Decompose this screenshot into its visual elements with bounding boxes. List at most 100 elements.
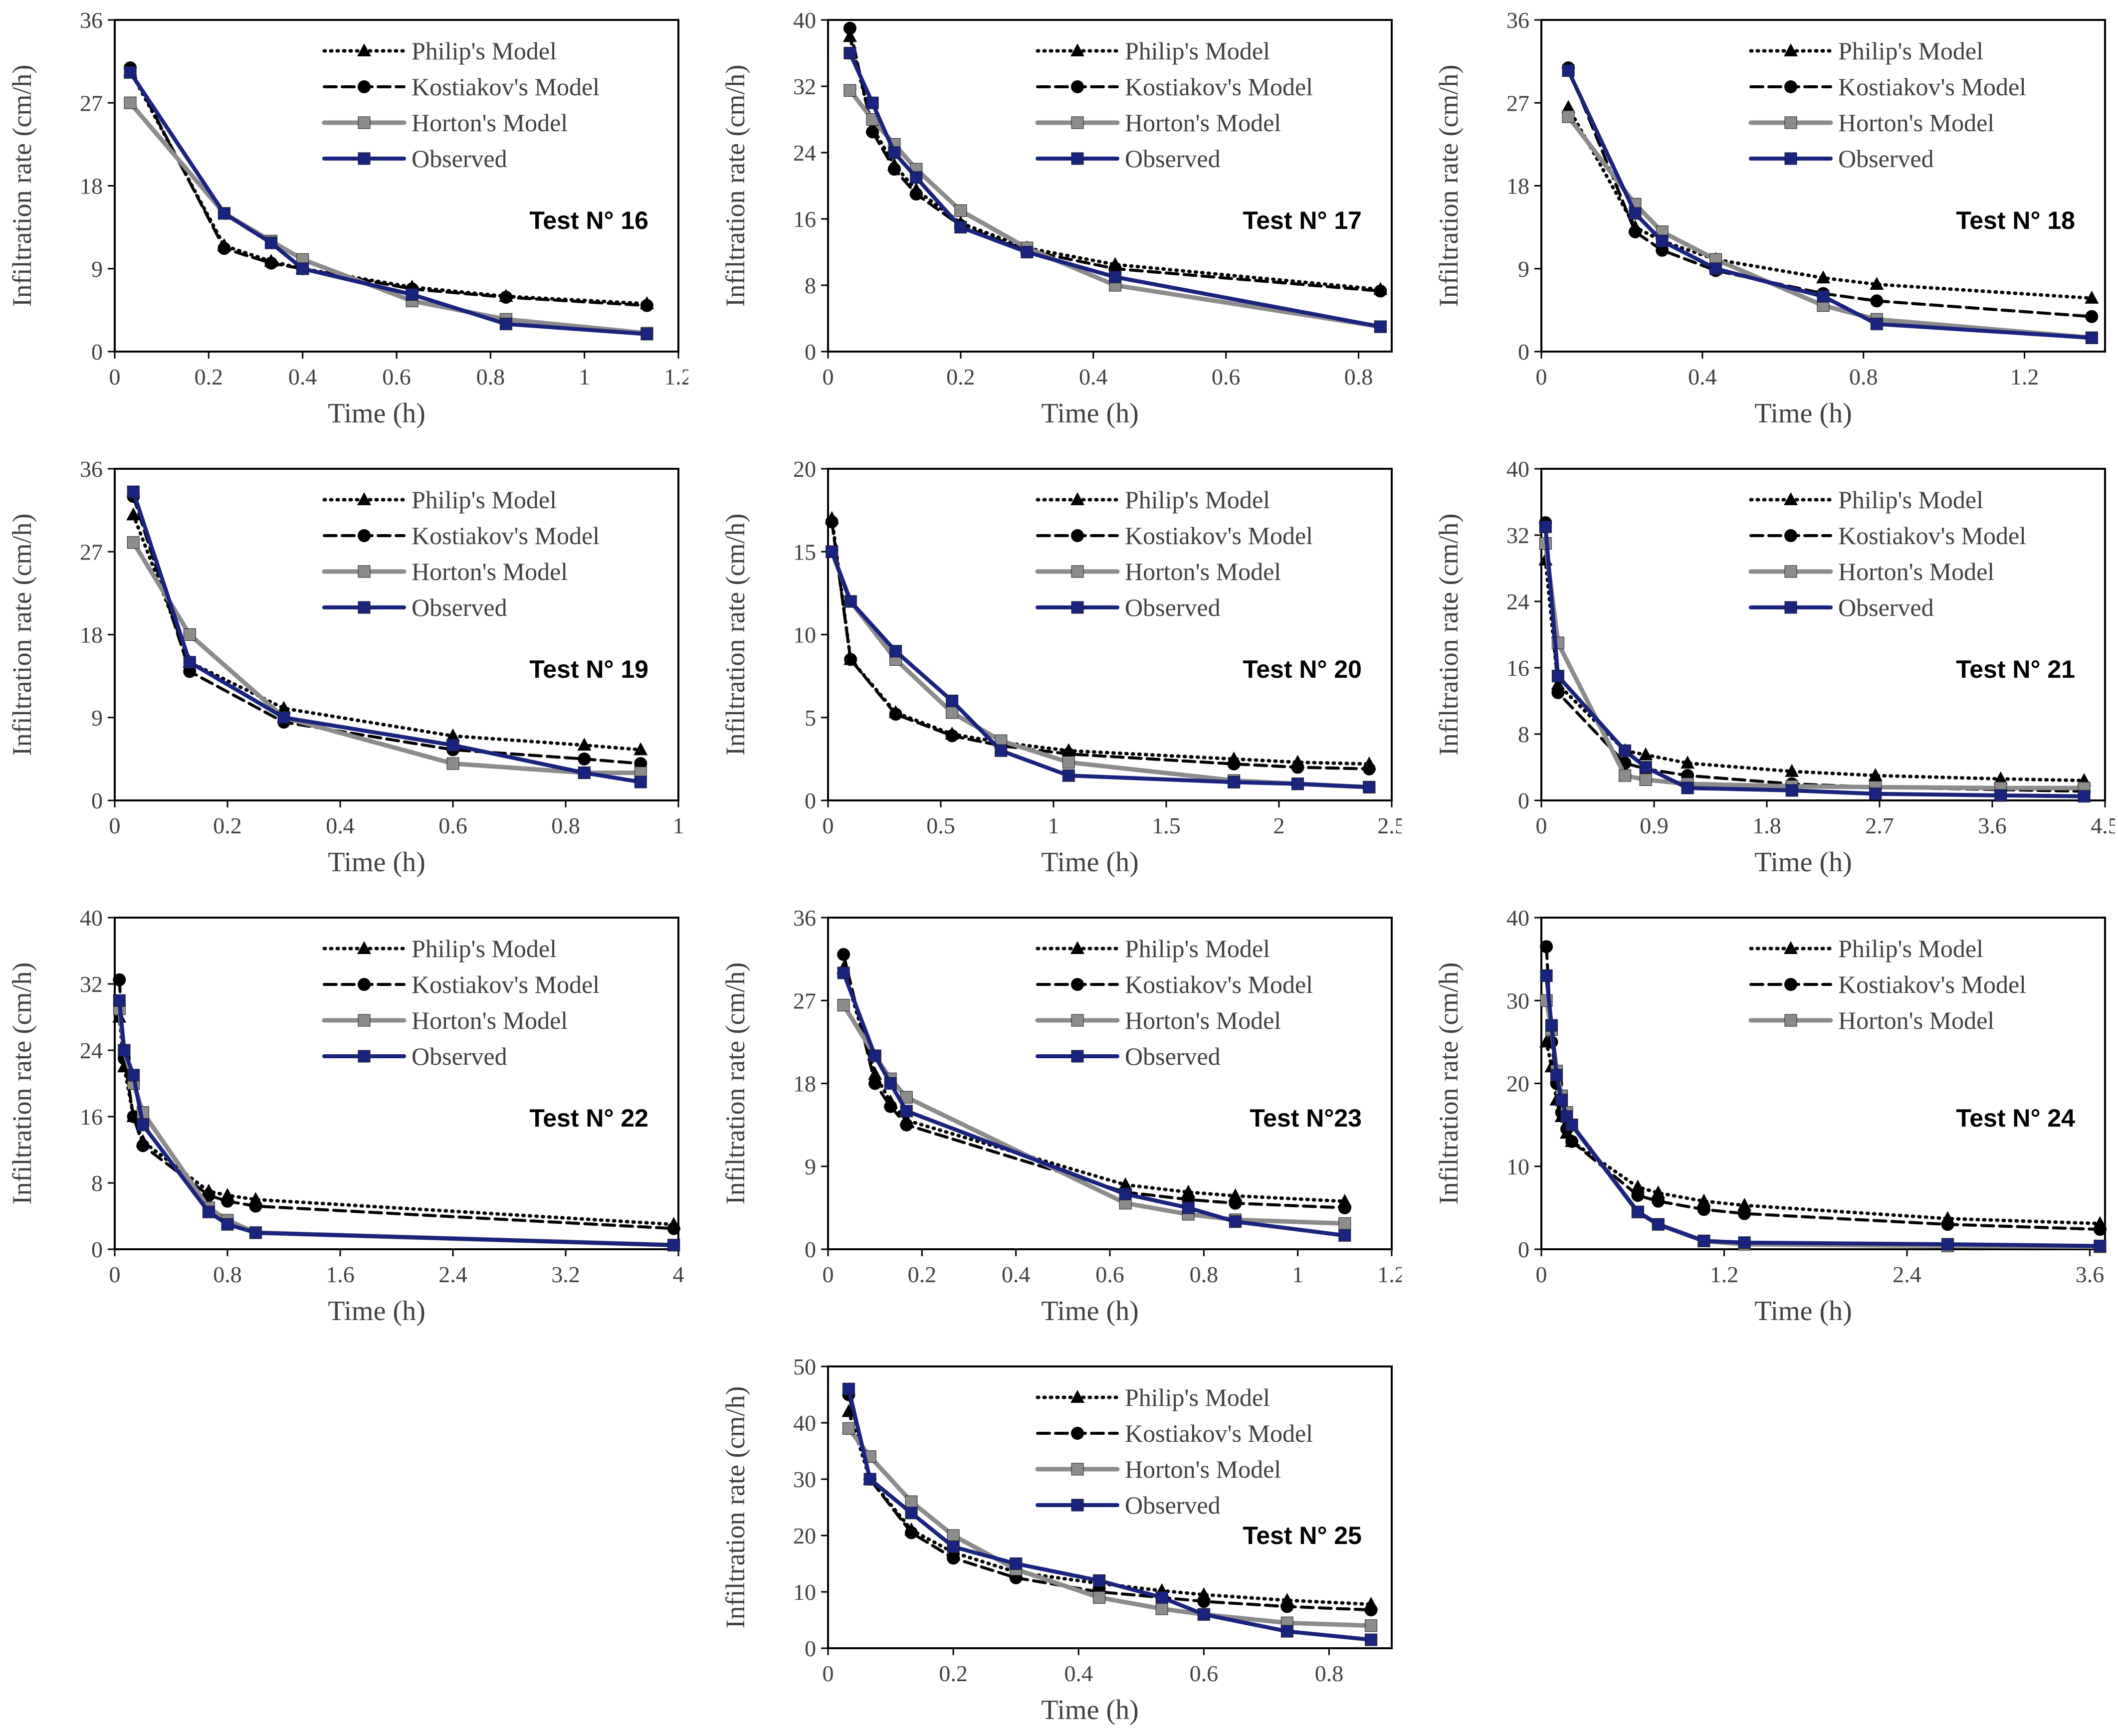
data-point-observed <box>1119 1187 1132 1200</box>
series-line-observed <box>1566 68 2094 340</box>
y-tick-label: 36 <box>793 905 816 931</box>
legend-marker-kostiakov-s-model <box>358 978 371 991</box>
data-point-horton-s-model <box>127 536 140 549</box>
series-observed <box>842 1382 1378 1646</box>
series-line-philip-s-model <box>1566 106 2094 300</box>
legend-marker-philip-s-model <box>1070 492 1084 505</box>
y-tick-label: 9 <box>91 705 103 731</box>
legend-label-philip-s-model: Philip's Model <box>1125 935 1270 963</box>
data-point-kostiakov-s-model <box>499 291 513 304</box>
data-point-horton-s-model <box>1338 1217 1351 1230</box>
x-tick-label: 0.8 <box>1315 1661 1344 1686</box>
x-tick-label: 1.8 <box>1752 813 1781 838</box>
legend-label-philip-s-model: Philip's Model <box>1125 486 1270 514</box>
y-tick-label: 24 <box>80 1038 103 1063</box>
data-point-philip-s-model <box>1631 1179 1645 1193</box>
legend-marker-kostiakov-s-model <box>1071 1427 1084 1440</box>
x-tick-label: 4.5 <box>2091 813 2115 838</box>
legend-label-philip-s-model: Philip's Model <box>1838 935 1983 963</box>
y-tick-label: 9 <box>1518 256 1529 282</box>
x-tick-label: 0 <box>823 1262 834 1287</box>
y-tick-label: 0 <box>1518 1237 1529 1262</box>
data-point-observed <box>1869 787 1882 800</box>
data-point-observed <box>905 1507 918 1520</box>
y-tick-label: 40 <box>1506 456 1529 482</box>
data-point-observed <box>1228 775 1241 788</box>
legend-label-horton-s-model: Horton's Model <box>412 1006 568 1034</box>
data-point-kostiakov-s-model <box>221 1194 234 1208</box>
data-point-observed <box>1550 1069 1563 1082</box>
data-point-horton-s-model <box>183 628 196 641</box>
data-point-philip-s-model <box>1868 768 1883 781</box>
x-tick-label: 0.4 <box>1079 364 1108 389</box>
legend-marker-horton-s-model <box>1784 1014 1797 1027</box>
series-line-observed <box>847 51 1383 329</box>
data-point-observed <box>1338 1229 1351 1242</box>
data-point-kostiakov-s-model <box>1631 1188 1645 1202</box>
legend-label-horton-s-model: Horton's Model <box>1125 109 1281 137</box>
legend-marker-horton-s-model <box>358 116 371 129</box>
legend-label-kostiakov-s-model: Kostiakov's Model <box>412 522 600 550</box>
chart-test-16: 0 9 18 27 36 0 0.2 0.4 0.6 0.8 1 1.2 Time (h) Infiltr… <box>7 7 688 429</box>
chart-test-23: 0 9 18 27 36 0 0.2 0.4 0.6 0.8 1 1.2 Time (h) Infiltr… <box>720 905 1402 1327</box>
x-tick-label: 0.6 <box>1190 1661 1219 1686</box>
data-point-kostiakov-s-model <box>113 973 126 986</box>
chart-title: Test N° 17 <box>1243 206 1362 234</box>
data-point-observed <box>249 1226 262 1239</box>
y-tick-label: 24 <box>1506 589 1529 614</box>
x-tick-label: 1.2 <box>2010 364 2039 389</box>
series-observed <box>844 47 1387 333</box>
data-point-kostiakov-s-model <box>909 188 923 201</box>
data-point-observed <box>446 739 459 752</box>
chart-title: Test N° 19 <box>529 655 648 683</box>
legend-label-philip-s-model: Philip's Model <box>412 486 557 514</box>
legend-label-kostiakov-s-model: Kostiakov's Model <box>1125 73 1313 101</box>
series-line-observed <box>847 1387 1373 1642</box>
data-point-horton-s-model <box>837 998 850 1011</box>
plot-area-frame <box>114 917 679 1250</box>
y-axis-label: Infiltration rate (cm/h) <box>1434 514 1464 756</box>
data-point-observed <box>954 221 967 234</box>
y-axis-label: Infiltration rate (cm/h) <box>7 514 37 756</box>
y-tick-label: 18 <box>793 1071 816 1097</box>
y-axis-label: Infiltration rate (cm/h) <box>720 65 750 307</box>
data-point-kostiakov-s-model <box>1697 1203 1710 1216</box>
data-point-observed <box>127 1069 140 1082</box>
legend-marker-horton-s-model <box>1784 565 1797 578</box>
series-line-philip-s-model <box>848 34 1382 291</box>
legend-marker-philip-s-model <box>357 492 371 505</box>
x-tick-label: 0.8 <box>1190 1262 1219 1287</box>
data-point-observed <box>889 645 902 658</box>
x-tick-label: 0.2 <box>939 1661 968 1686</box>
x-tick-label: 0.4 <box>326 813 355 838</box>
series-philip-s-model <box>1561 100 2099 304</box>
data-point-observed <box>277 711 290 724</box>
series-line-observed <box>131 490 643 784</box>
data-point-kostiakov-s-model <box>1227 757 1241 771</box>
plot-area-frame <box>827 1365 1393 1649</box>
y-tick-label: 8 <box>91 1170 103 1196</box>
x-axis-label: Time (h) <box>328 398 425 429</box>
y-tick-label: 27 <box>80 90 103 116</box>
legend-label-horton-s-model: Horton's Model <box>1838 1006 1994 1034</box>
data-point-horton-s-model <box>954 204 967 217</box>
data-point-horton-s-model <box>1562 110 1575 123</box>
x-axis-label: Time (h) <box>328 847 425 878</box>
x-tick-label: 0 <box>823 1661 834 1686</box>
series-philip-s-model <box>843 29 1388 295</box>
data-point-kostiakov-s-model <box>1229 1196 1242 1210</box>
y-tick-label: 27 <box>80 539 103 565</box>
data-point-observed <box>1656 234 1669 247</box>
legend-label-horton-s-model: Horton's Model <box>412 109 568 137</box>
data-point-observed <box>1363 780 1376 793</box>
legend-marker-horton-s-model <box>1071 116 1084 129</box>
chart-test-20: 0 5 10 15 20 0 0.5 1 1.5 2 2.5 Time (h) Infiltration… <box>720 456 1402 878</box>
data-point-kostiakov-s-model <box>640 299 653 312</box>
y-tick-label: 0 <box>91 339 103 365</box>
x-tick-label: 1.2 <box>664 364 688 389</box>
data-point-kostiakov-s-model <box>1362 762 1376 775</box>
y-axis-label: Infiltration rate (cm/h) <box>7 65 37 307</box>
data-point-observed <box>127 485 140 498</box>
data-point-kostiakov-s-model <box>844 653 857 666</box>
data-point-observed <box>1817 290 1830 303</box>
